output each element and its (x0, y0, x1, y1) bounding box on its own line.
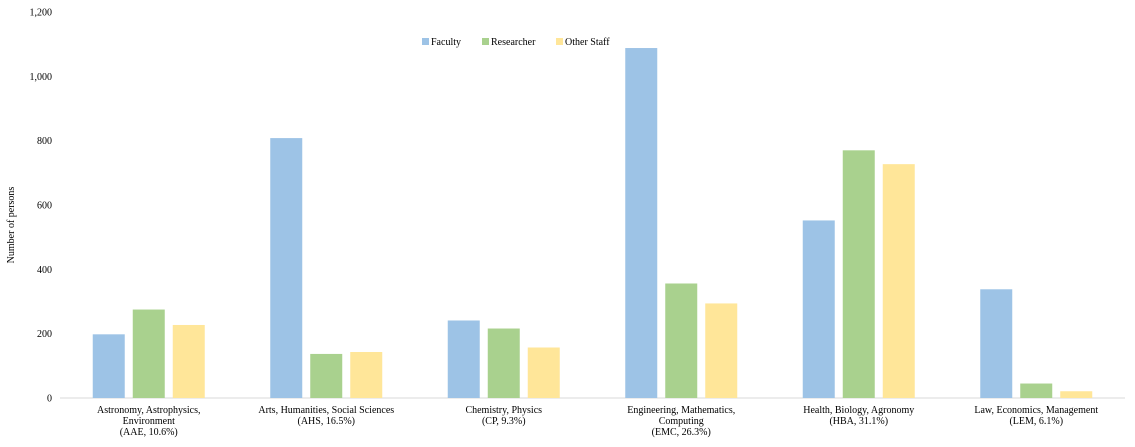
y-tick-label: 400 (37, 265, 52, 276)
legend-swatch (556, 38, 563, 45)
category-label-line: (LEM, 6.1%) (1009, 416, 1063, 427)
category-label-line: Chemistry, Physics (465, 405, 542, 416)
bar-faculty (980, 289, 1013, 398)
category-label-line: Health, Biology, Agronomy (803, 405, 914, 416)
legend: Faculty Researcher Other Staff (422, 37, 610, 48)
bar-researcher (1020, 383, 1053, 398)
category-label-line: Law, Economics, Management (974, 405, 1098, 416)
category-label-line: (HBA, 31.1%) (829, 416, 888, 427)
bar-other-staff (882, 164, 915, 398)
legend-swatch (482, 38, 489, 45)
bar-other-staff (527, 347, 560, 398)
bar-faculty (447, 320, 480, 398)
bars (92, 48, 1093, 399)
bar-other-staff (1060, 391, 1093, 398)
y-axis-ticks: 0 200 400 600 800 1,000 1,200 (30, 8, 53, 405)
y-tick-label: 1,000 (30, 72, 53, 83)
category-label: Health, Biology, Agronomy (HBA, 31.1%) (803, 405, 914, 427)
bar-researcher (665, 283, 698, 398)
bar-other-staff (705, 303, 738, 398)
category-label-line: Astronomy, Astrophysics, (97, 405, 201, 416)
bar-faculty (625, 48, 658, 398)
category-label-line: (CP, 9.3%) (482, 416, 526, 427)
legend-label: Researcher (491, 37, 536, 48)
bar-researcher (132, 309, 165, 398)
y-tick-label: 0 (47, 394, 52, 405)
category-label-line: Engineering, Mathematics, (627, 405, 735, 416)
category-label-line: Arts, Humanities, Social Sciences (258, 405, 394, 416)
category-labels: Astronomy, Astrophysics, Environment (AAE,… (97, 405, 1098, 438)
category-label-line: (AAE, 10.6%) (120, 427, 178, 438)
category-label: Law, Economics, Management (LEM, 6.1%) (974, 405, 1098, 427)
bar-researcher (842, 150, 875, 398)
y-tick-label: 200 (37, 329, 52, 340)
bar-faculty (270, 138, 303, 399)
category-label: Arts, Humanities, Social Sciences (AHS, 1… (258, 405, 394, 427)
legend-swatch (422, 38, 429, 45)
legend-label: Faculty (431, 37, 461, 48)
category-label-line: Computing (659, 416, 704, 427)
bar-other-staff (172, 324, 205, 398)
category-label-line: (AHS, 16.5%) (298, 416, 356, 427)
bar-researcher (310, 353, 343, 398)
bar-researcher (487, 328, 520, 398)
bar-faculty (92, 334, 125, 398)
y-tick-label: 600 (37, 201, 52, 212)
category-label: Astronomy, Astrophysics, Environment (AAE,… (97, 405, 201, 438)
legend-label: Other Staff (565, 37, 610, 48)
category-label-line: (EMC, 26.3%) (652, 427, 711, 438)
y-tick-label: 1,200 (30, 8, 53, 19)
bar-faculty (802, 220, 835, 398)
category-label: Engineering, Mathematics, Computing (EMC, … (627, 405, 735, 438)
category-label-line: Environment (123, 416, 175, 427)
category-label: Chemistry, Physics (CP, 9.3%) (465, 405, 542, 427)
bar-other-staff (350, 352, 383, 398)
y-tick-label: 800 (37, 136, 52, 147)
y-axis-label: Number of persons (6, 187, 17, 264)
